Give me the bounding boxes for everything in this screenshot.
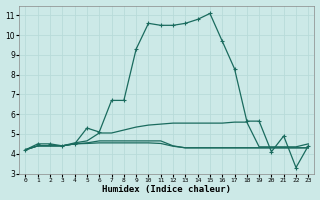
- X-axis label: Humidex (Indice chaleur): Humidex (Indice chaleur): [102, 185, 231, 194]
